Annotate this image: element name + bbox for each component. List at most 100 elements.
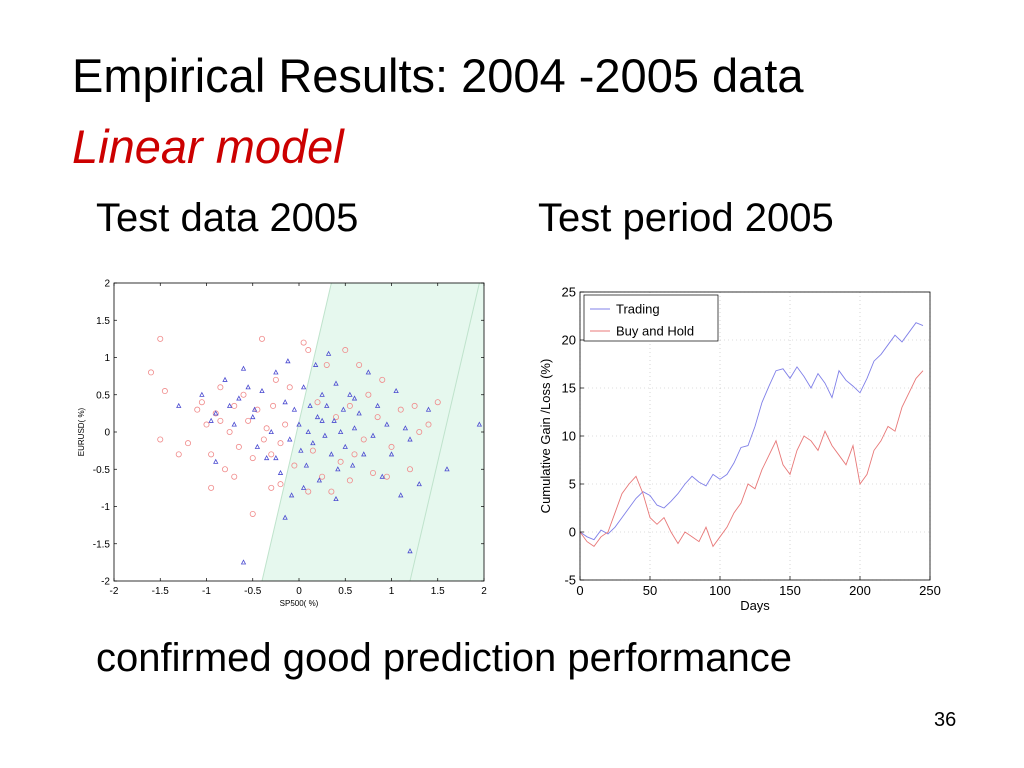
x-axis-label: Days [740,598,770,613]
triangle-point [374,402,381,408]
circle-point [245,417,252,424]
circle-point [198,399,205,406]
scatter-chart: -2 -1.5 -1 -0.5 0 0.5 1 1.5 2 2 1.5 1 0.5 0 -0.5 -1 -1.5… [77,279,487,609]
y-tick-label: 0 [569,525,576,540]
circle-point [332,414,339,421]
triangle-point [444,466,450,472]
triangle-point [236,395,242,401]
triangle-point [310,440,316,446]
triangle-point [361,451,367,457]
triangle-point [213,410,219,416]
circle-point [268,451,275,458]
circle-point [157,335,164,342]
triangle-point [303,462,310,468]
circle-point [365,391,372,398]
triangle-point [370,432,376,438]
triangle-point [176,402,182,408]
x-tick-label: 2 [481,586,487,597]
triangle-point [307,402,313,408]
triangle-point [319,391,325,397]
line-chart: 0 50 100 150 200 2502520151050-5DaysCumulativ… [538,285,941,614]
circle-point [268,484,275,491]
circle-point [305,347,312,354]
series-line-buy-and-hold [579,370,924,548]
x-tick-label: 0 [576,583,583,598]
circle-point [254,406,261,413]
triangle-point [199,391,205,397]
circle-point [388,443,395,450]
circle-point [416,428,423,435]
circle-point [208,484,215,491]
triangle-point [398,492,404,498]
y-tick-label: -0.5 [93,465,111,476]
triangle-point [328,451,335,457]
circle-point [379,376,386,383]
series-line-trading [579,322,924,541]
y-tick-label: 15 [562,381,576,396]
circle-point [235,443,242,450]
triangle-point [476,421,483,427]
circle-point [249,510,256,517]
triangle-point [388,451,395,457]
x-tick-label: 1 [389,586,395,597]
triangle-point [291,406,298,412]
x-tick-label: -2 [110,586,119,597]
caption-left: Test data 2005 [96,196,359,240]
circle-point [185,440,192,447]
circle-point [351,451,358,458]
circle-point [161,388,168,395]
triangle-point [324,402,330,408]
circle-point [314,399,321,406]
circle-point [221,466,228,473]
triangle-point [222,376,228,382]
triangle-point [325,350,332,356]
circle-point [383,473,390,480]
triangle-point [285,358,291,364]
triangle-point [340,406,347,412]
triangle-point [331,417,337,423]
triangle-point [407,436,413,442]
y-tick-label: -2 [101,577,110,588]
triangle-point [287,436,293,442]
circle-point [397,406,404,413]
circle-point [328,488,335,495]
triangle-point [314,414,321,420]
triangle-point [333,495,339,502]
triangle-point [277,469,284,475]
circle-point [231,473,238,480]
triangle-point [254,443,261,449]
circle-point [406,466,413,473]
circle-point [277,440,284,447]
triangle-point [347,391,353,397]
y-tick-label: 20 [562,333,576,348]
circle-point [346,402,353,409]
legend-entry: Buy and Hold [616,324,694,339]
circle-point [291,462,298,469]
decision-region [262,283,484,581]
x-tick-label: 0.5 [338,586,352,597]
triangle-point [316,477,323,483]
circle-point [272,376,279,383]
circle-point [319,473,326,480]
triangle-point [240,559,247,565]
circle-point [369,469,376,476]
page-number: 36 [934,709,957,731]
circle-point [270,402,277,409]
triangle-point [349,462,356,468]
triangle-point [351,395,358,401]
y-tick-label: 5 [569,477,576,492]
y-tick-label: 1 [104,353,110,364]
y-tick-label: -1 [101,502,110,513]
triangle-point [319,417,325,423]
triangle-point [282,399,288,405]
circle-point [240,391,247,398]
x-axis-label: SP500( %) [280,599,319,608]
circle-point [175,451,182,458]
circle-point [305,488,312,495]
triangle-point [416,481,422,487]
triangle-point [268,428,274,435]
circle-point [226,428,233,435]
triangle-point [365,369,372,375]
y-tick-label: 2 [104,279,110,290]
triangle-point [282,514,288,520]
